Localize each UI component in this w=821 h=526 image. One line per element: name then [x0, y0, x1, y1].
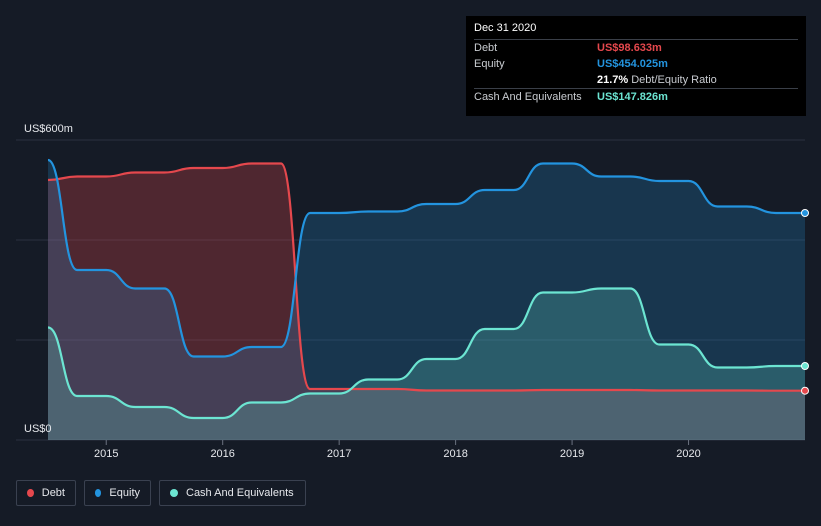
legend-label-debt: Debt [41, 487, 65, 499]
x-tick-label-2019: 2019 [560, 448, 584, 460]
legend-label-cash: Cash And Equivalents [186, 487, 294, 499]
series-end-markers [801, 209, 809, 395]
grid [16, 139, 805, 441]
legend-dot-cash [170, 489, 178, 497]
x-tick-label-2017: 2017 [327, 448, 351, 460]
series-areas [48, 160, 805, 440]
tooltip-cash-row: Cash And Equivalents US$147.826m [474, 88, 798, 105]
legend-item-equity[interactable]: Equity [84, 480, 151, 506]
tooltip-ratio-label: Debt/Equity Ratio [631, 74, 717, 86]
tooltip-ratio-value: 21.7% [597, 74, 629, 86]
x-tick-label-2016: 2016 [210, 448, 234, 460]
y-axis-top-label: US$600m [24, 123, 73, 135]
x-tick-label-2018: 2018 [443, 448, 467, 460]
line-cash [47, 287, 805, 420]
series-lines [47, 158, 805, 420]
end-marker-cash [801, 362, 809, 370]
tooltip-equity-value: US$454.025m [597, 58, 668, 70]
legend-item-cash[interactable]: Cash And Equivalents [159, 480, 306, 506]
line-debt [47, 162, 805, 392]
x-tick-label-2020: 2020 [676, 448, 700, 460]
tooltip-debt-row: Debt US$98.633m [474, 39, 798, 56]
end-marker-equity [801, 209, 809, 217]
x-tick-label-2015: 2015 [94, 448, 118, 460]
tooltip-equity-label: Equity [474, 58, 505, 70]
line-equity [47, 158, 805, 358]
tooltip-equity-row: Equity US$454.025m [474, 56, 798, 72]
x-axis-ticks: 2015 2016 2017 2018 2019 2020 [94, 440, 701, 460]
data-tooltip: Dec 31 2020 Debt US$98.633m Equity US$45… [466, 16, 806, 116]
legend: Debt Equity Cash And Equivalents [16, 480, 306, 506]
tooltip-date: Dec 31 2020 [474, 22, 537, 34]
tooltip-debt-value: US$98.633m [597, 42, 662, 54]
area-equity [48, 160, 805, 440]
legend-dot-equity [95, 489, 102, 497]
legend-dot-debt [27, 489, 34, 497]
end-marker-debt [801, 386, 809, 395]
y-axis-bottom-label: US$0 [24, 423, 52, 435]
legend-item-debt[interactable]: Debt [16, 480, 76, 506]
tooltip-ratio-row: 21.7% Debt/Equity Ratio [474, 72, 798, 88]
area-debt [48, 163, 805, 440]
tooltip-cash-value: US$147.826m [597, 91, 668, 103]
legend-label-equity: Equity [109, 487, 140, 499]
area-cash [48, 288, 805, 440]
tooltip-debt-label: Debt [474, 42, 498, 54]
tooltip-cash-label: Cash And Equivalents [474, 91, 582, 103]
